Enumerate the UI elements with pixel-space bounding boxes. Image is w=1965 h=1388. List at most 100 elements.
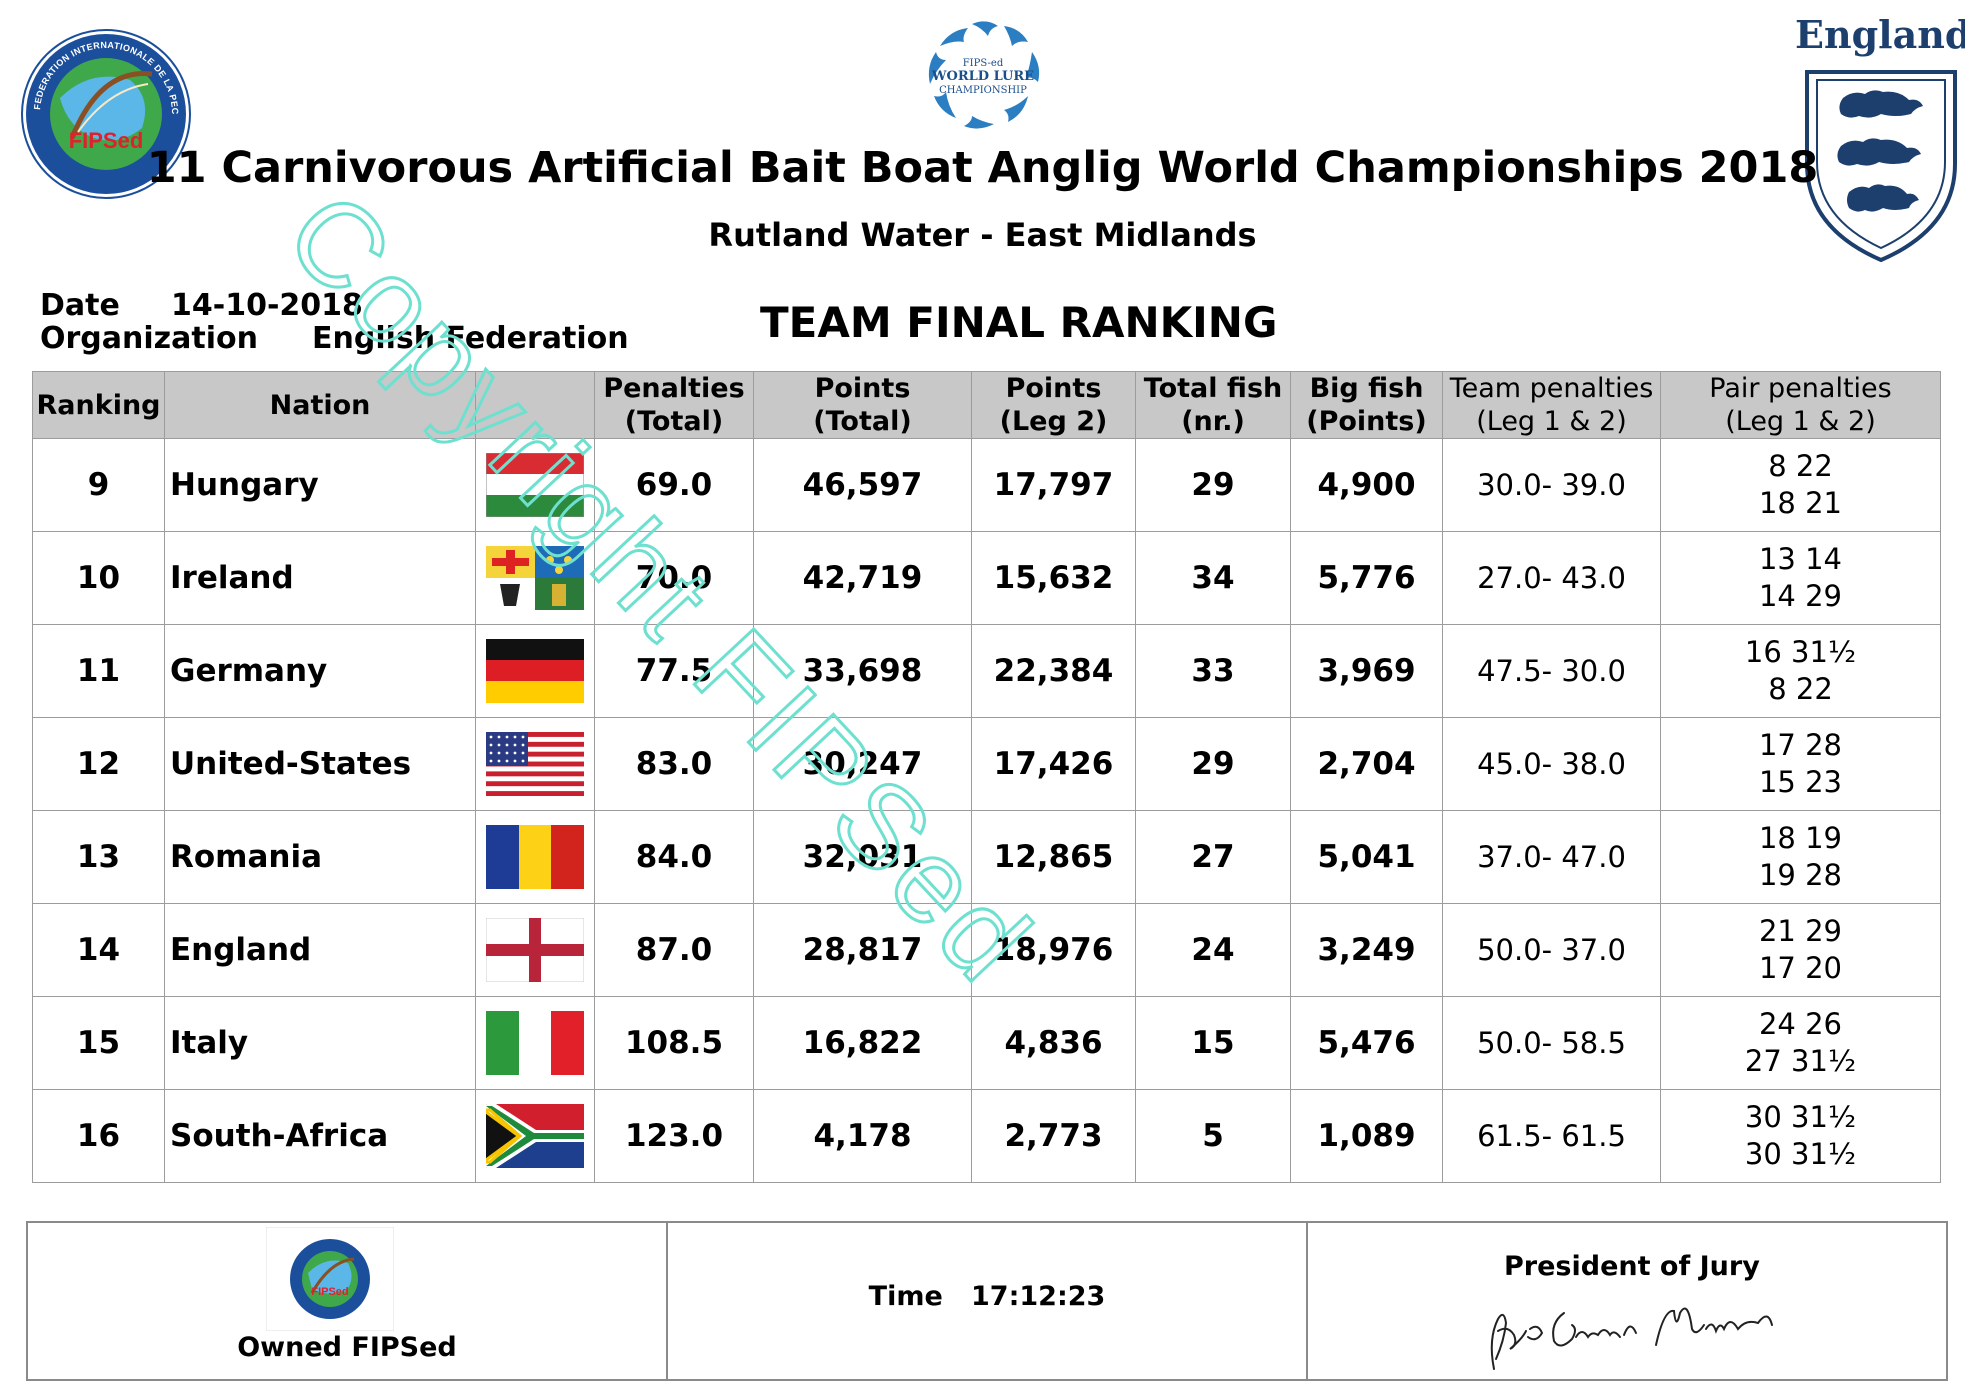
table-row: 16 South-Africa 123.0 4,178 2,773 5 1,089 61.5-… — [32, 1089, 1941, 1183]
time-row: Time 17:12:23 — [668, 1281, 1306, 1312]
footer-owner-cell: FIPSed Owned FIPSed — [28, 1223, 668, 1379]
rank-cell: 14 — [32, 903, 165, 997]
svg-text:FIPSed: FIPSed — [69, 128, 144, 153]
total-fish-cell: 24 — [1135, 903, 1291, 997]
footer-box: FIPSed Owned FIPSed Time 17:12:23 Presid… — [26, 1221, 1948, 1381]
penalties-cell: 69.0 — [594, 438, 754, 532]
big-fish-cell: 3,969 — [1290, 624, 1443, 718]
points-leg2-cell: 15,632 — [971, 531, 1136, 625]
points-total-cell: 16,822 — [753, 996, 972, 1090]
team-penalties-cell: 30.0- 39.0 — [1442, 438, 1661, 532]
penalties-cell: 123.0 — [594, 1089, 754, 1183]
pair-penalty-line: 17 20 — [1758, 951, 1843, 985]
flag-cell — [475, 531, 595, 625]
svg-text:WORLD LURE: WORLD LURE — [931, 69, 1034, 84]
rank-cell: 9 — [32, 438, 165, 532]
points-leg2-cell: 17,426 — [971, 717, 1136, 811]
pair-penalty-line: 8 22 — [1768, 449, 1833, 483]
time-label: Time — [868, 1281, 943, 1312]
rank-cell: 12 — [32, 717, 165, 811]
big-fish-cell: 1,089 — [1290, 1089, 1443, 1183]
pair-penalty-line: 18 21 — [1758, 486, 1843, 520]
usa-flag-icon — [486, 732, 584, 796]
total-fish-cell: 27 — [1135, 810, 1291, 904]
italy-flag-icon — [486, 1011, 584, 1075]
header-points-total: Points (Total) — [753, 371, 972, 439]
points-total-cell: 32,031 — [753, 810, 972, 904]
penalties-cell: 77.5 — [594, 624, 754, 718]
flag-cell — [475, 1089, 595, 1183]
rank-cell: 10 — [32, 531, 165, 625]
team-ranking-table: Ranking Nation Penalties (Total) Points (T… — [32, 371, 1941, 1183]
pair-penalties-cell: 18 19 19 28 — [1660, 810, 1941, 904]
team-penalties-cell: 61.5- 61.5 — [1442, 1089, 1661, 1183]
rank-cell: 13 — [32, 810, 165, 904]
big-fish-cell: 5,476 — [1290, 996, 1443, 1090]
rank-cell: 16 — [32, 1089, 165, 1183]
total-fish-cell: 33 — [1135, 624, 1291, 718]
organization-row: Organization English Federation — [40, 321, 629, 356]
pair-penalties-cell: 21 29 17 20 — [1660, 903, 1941, 997]
flag-cell — [475, 438, 595, 532]
table-row: 13 Romania 84.0 32,031 12,865 27 5,041 37.0- 47… — [32, 810, 1941, 904]
england-fa-logo: England — [1795, 12, 1965, 264]
points-leg2-cell: 4,836 — [971, 996, 1136, 1090]
pair-penalty-line: 18 19 — [1758, 821, 1843, 855]
england-logo-text: England — [1795, 12, 1965, 57]
jury-signature — [1490, 1307, 1773, 1370]
organization-label: Organization — [40, 321, 258, 356]
points-total-cell: 28,817 — [753, 903, 972, 997]
table-row: 11 Germany 77.5 33,698 22,384 33 3,969 47.5- 30… — [32, 624, 1941, 718]
fipsed-logo: FIPSed FEDERATION INTERNATIONALE DE LA P… — [20, 28, 191, 199]
big-fish-cell: 5,041 — [1290, 810, 1443, 904]
team-penalties-cell: 50.0- 58.5 — [1442, 996, 1661, 1090]
fipsed-small-logo: FIPSed — [266, 1227, 394, 1331]
total-fish-cell: 29 — [1135, 438, 1291, 532]
england-flag-icon — [486, 918, 584, 982]
points-leg2-cell: 18,976 — [971, 903, 1136, 997]
team-penalties-cell: 37.0- 47.0 — [1442, 810, 1661, 904]
president-of-jury-label: President of Jury — [1504, 1251, 1760, 1282]
hungary-flag-icon — [486, 453, 584, 517]
penalties-cell: 84.0 — [594, 810, 754, 904]
header-points-leg2: Points (Leg 2) — [971, 371, 1136, 439]
flag-cell — [475, 717, 595, 811]
nation-cell: Ireland — [164, 531, 476, 625]
pair-penalties-cell: 13 14 14 29 — [1660, 531, 1941, 625]
nation-cell: Hungary — [164, 438, 476, 532]
table-row: 15 Italy 108.5 16,822 4,836 15 5,476 50.0- 58.5… — [32, 996, 1941, 1090]
header-penalties: Penalties (Total) — [594, 371, 754, 439]
big-fish-cell: 5,776 — [1290, 531, 1443, 625]
pair-penalties-cell: 16 31½ 8 22 — [1660, 624, 1941, 718]
pair-penalty-line: 27 31½ — [1744, 1044, 1857, 1078]
penalties-cell: 108.5 — [594, 996, 754, 1090]
header-big-fish: Big fish (Points) — [1290, 371, 1443, 439]
pair-penalties-cell: 8 22 18 21 — [1660, 438, 1941, 532]
header-ranking: Ranking — [32, 371, 165, 439]
three-lions-crest-icon — [1805, 70, 1957, 263]
table-row: 14 England 87.0 28,817 18,976 24 3,249 50.0- 37… — [32, 903, 1941, 997]
owned-by-label: Owned FIPSed — [237, 1332, 457, 1363]
big-fish-cell: 3,249 — [1290, 903, 1443, 997]
rank-cell: 15 — [32, 996, 165, 1090]
date-label: Date — [40, 288, 120, 323]
south-africa-flag-icon — [486, 1104, 584, 1168]
rank-cell: 11 — [32, 624, 165, 718]
svg-text:CHAMPIONSHIP: CHAMPIONSHIP — [939, 85, 1027, 96]
total-fish-cell: 15 — [1135, 996, 1291, 1090]
pair-penalties-cell: 24 26 27 31½ — [1660, 996, 1941, 1090]
pair-penalty-line: 16 31½ — [1744, 635, 1857, 669]
nation-cell: England — [164, 903, 476, 997]
team-penalties-cell: 27.0- 43.0 — [1442, 531, 1661, 625]
pair-penalties-cell: 17 28 15 23 — [1660, 717, 1941, 811]
nation-cell: Romania — [164, 810, 476, 904]
table-row: 12 United-States 83.0 30,247 17,426 29 2,704 45… — [32, 717, 1941, 811]
penalties-cell: 83.0 — [594, 717, 754, 811]
pair-penalties-cell: 30 31½ 30 31½ — [1660, 1089, 1941, 1183]
points-leg2-cell: 17,797 — [971, 438, 1136, 532]
points-total-cell: 30,247 — [753, 717, 972, 811]
pair-penalty-line: 30 31½ — [1744, 1100, 1857, 1134]
date-row: Date 14-10-2018 — [40, 288, 363, 323]
ireland-flag-icon — [486, 546, 584, 610]
pair-penalty-line: 19 28 — [1758, 858, 1843, 892]
